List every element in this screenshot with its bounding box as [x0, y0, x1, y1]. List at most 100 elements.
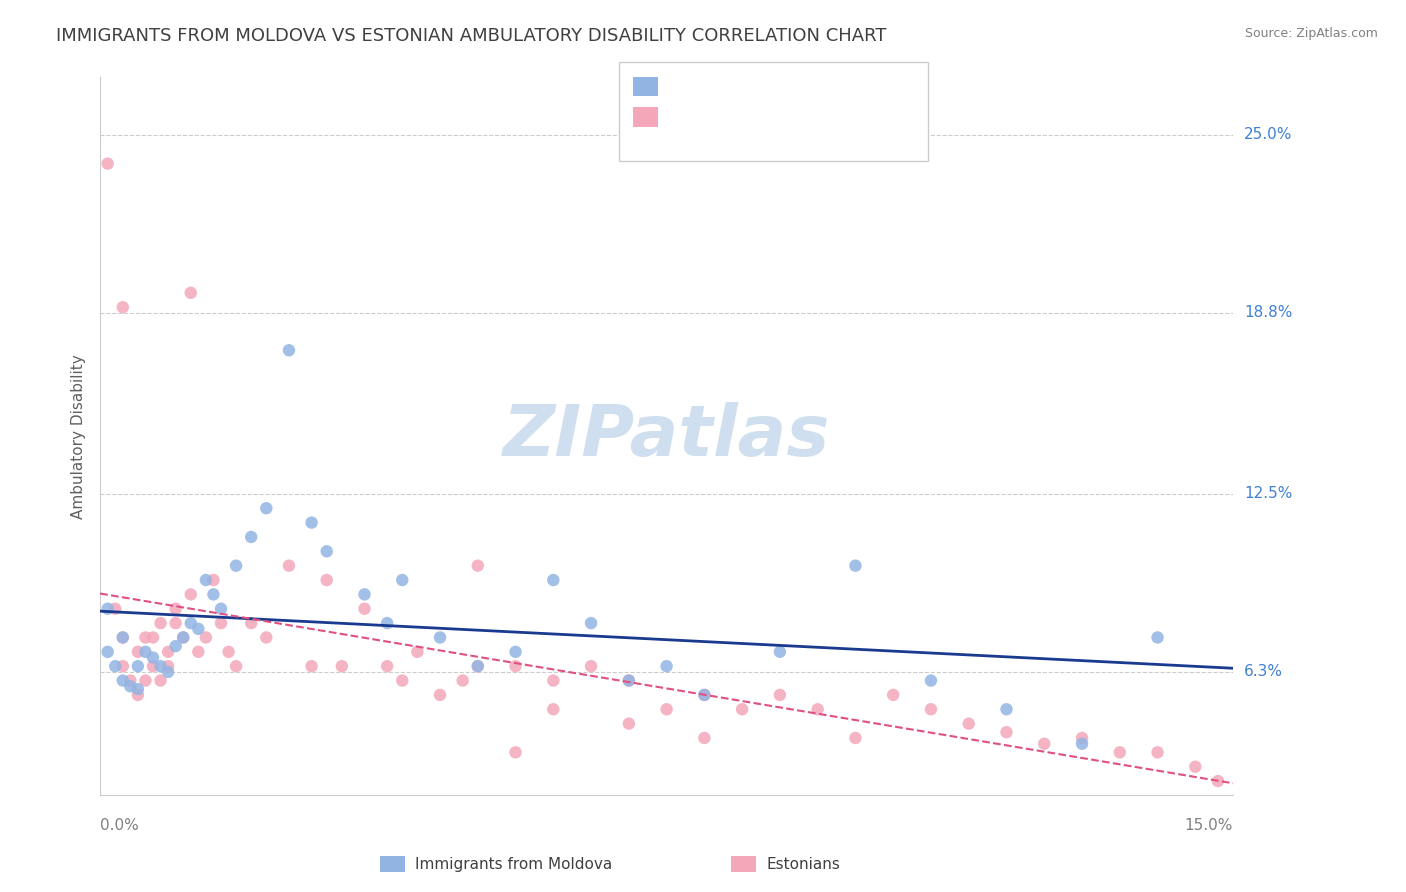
- Point: [505, 645, 527, 659]
- Point: [104, 601, 127, 615]
- Point: [1206, 774, 1229, 789]
- Point: [995, 725, 1018, 739]
- Point: [995, 702, 1018, 716]
- Point: [111, 659, 134, 673]
- Point: [655, 702, 678, 716]
- Point: [543, 573, 565, 587]
- Point: [172, 631, 194, 645]
- Point: [209, 601, 232, 615]
- Point: [165, 616, 187, 631]
- Point: [1184, 760, 1206, 774]
- Point: [505, 659, 527, 673]
- Point: [315, 544, 337, 558]
- Point: [225, 659, 247, 673]
- Text: Estonians: Estonians: [766, 857, 841, 871]
- Point: [429, 688, 451, 702]
- Point: [180, 616, 202, 631]
- Point: [120, 673, 142, 688]
- Point: [240, 616, 263, 631]
- Point: [543, 673, 565, 688]
- Point: [225, 558, 247, 573]
- Point: [165, 639, 187, 653]
- Point: [617, 673, 640, 688]
- Point: [1108, 745, 1130, 759]
- Point: [807, 702, 830, 716]
- Point: [157, 665, 180, 679]
- Text: R =: R =: [664, 111, 697, 125]
- Point: [209, 616, 232, 631]
- Point: [579, 616, 602, 631]
- Point: [142, 650, 165, 665]
- Text: 0.0%: 0.0%: [100, 818, 139, 833]
- Text: 18.8%: 18.8%: [1244, 305, 1292, 320]
- Point: [731, 702, 754, 716]
- Point: [172, 631, 194, 645]
- Text: Source: ZipAtlas.com: Source: ZipAtlas.com: [1244, 27, 1378, 40]
- Point: [391, 673, 413, 688]
- Point: [769, 688, 792, 702]
- Point: [693, 688, 716, 702]
- Point: [467, 659, 489, 673]
- Point: [157, 659, 180, 673]
- Point: [278, 558, 301, 573]
- Point: [202, 573, 225, 587]
- Point: [278, 343, 301, 358]
- Point: [467, 558, 489, 573]
- Point: [353, 601, 375, 615]
- Text: ZIPatlas: ZIPatlas: [503, 402, 831, 471]
- Point: [655, 659, 678, 673]
- Point: [165, 601, 187, 615]
- Point: [111, 300, 134, 314]
- Point: [254, 501, 277, 516]
- Point: [97, 645, 120, 659]
- Point: [120, 679, 142, 693]
- Point: [617, 673, 640, 688]
- Point: [844, 558, 866, 573]
- Point: [1071, 737, 1094, 751]
- Text: N = 42: N = 42: [756, 80, 814, 95]
- Point: [202, 587, 225, 601]
- Point: [134, 645, 156, 659]
- Point: [375, 616, 398, 631]
- Point: [142, 659, 165, 673]
- Point: [301, 659, 323, 673]
- Point: [920, 702, 942, 716]
- Point: [127, 645, 149, 659]
- Point: [157, 645, 180, 659]
- Point: [142, 631, 165, 645]
- Point: [194, 573, 217, 587]
- Point: [127, 682, 149, 697]
- Point: [1071, 731, 1094, 745]
- Point: [194, 631, 217, 645]
- Text: 12.5%: 12.5%: [1244, 486, 1292, 501]
- Point: [97, 601, 120, 615]
- Point: [301, 516, 323, 530]
- Point: [579, 659, 602, 673]
- Point: [693, 688, 716, 702]
- Point: [617, 716, 640, 731]
- Point: [180, 587, 202, 601]
- Text: -0.117: -0.117: [692, 111, 747, 125]
- Point: [127, 688, 149, 702]
- Point: [957, 716, 980, 731]
- Point: [353, 587, 375, 601]
- Text: -0.091: -0.091: [692, 80, 747, 95]
- Point: [149, 616, 172, 631]
- Point: [134, 631, 156, 645]
- Point: [149, 659, 172, 673]
- Point: [315, 573, 337, 587]
- Text: R =: R =: [664, 80, 697, 95]
- Point: [1146, 745, 1168, 759]
- Point: [111, 631, 134, 645]
- Point: [769, 645, 792, 659]
- Point: [391, 573, 413, 587]
- Point: [149, 673, 172, 688]
- Y-axis label: Ambulatory Disability: Ambulatory Disability: [72, 354, 86, 519]
- Point: [254, 631, 277, 645]
- Text: 25.0%: 25.0%: [1244, 128, 1292, 143]
- Point: [1033, 737, 1056, 751]
- Point: [543, 702, 565, 716]
- Point: [467, 659, 489, 673]
- Point: [920, 673, 942, 688]
- Point: [180, 285, 202, 300]
